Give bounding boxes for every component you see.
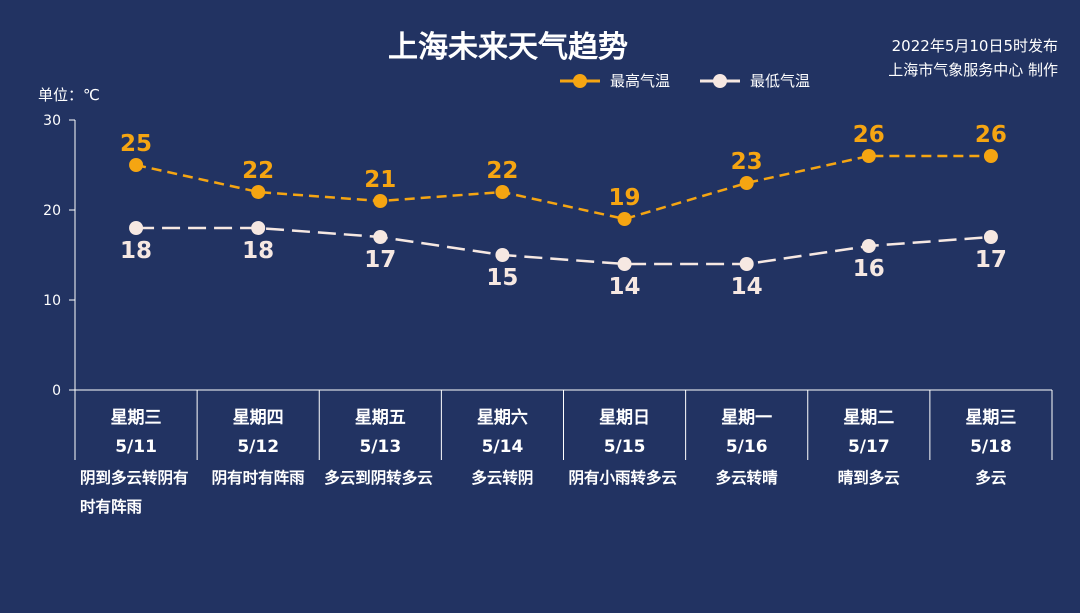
- weather-text: 阴有小雨转多云: [568, 469, 678, 487]
- data-point-low: [495, 248, 510, 262]
- legend-high: 最高气温: [560, 70, 670, 91]
- data-label-low: 16: [853, 256, 885, 282]
- x-date-label: 5/13: [359, 437, 401, 457]
- weather-text: 晴到多云: [837, 469, 900, 487]
- x-day-label: 星期三: [111, 408, 162, 428]
- y-tick-label: 10: [43, 293, 61, 309]
- x-day-label: 星期二: [843, 408, 894, 428]
- data-point-high: [251, 185, 266, 199]
- issuer: 上海市气象服务中心 制作: [888, 61, 1058, 79]
- data-point-low: [983, 230, 998, 244]
- unit-label: 单位：℃: [38, 86, 100, 104]
- issue-info: 2022年5月10日5时发布 上海市气象服务中心 制作: [888, 34, 1058, 82]
- x-date-label: 5/16: [726, 437, 768, 457]
- x-day-label: 星期三: [965, 408, 1016, 428]
- data-point-low: [251, 221, 266, 235]
- data-label-low: 18: [242, 238, 274, 264]
- data-point-low: [617, 257, 632, 271]
- legend-low-label: 最低气温: [750, 72, 811, 90]
- data-point-high: [495, 185, 510, 199]
- y-tick-label: 30: [43, 113, 61, 129]
- data-label-low: 14: [609, 274, 641, 300]
- data-label-low: 18: [120, 238, 152, 264]
- data-point-low: [373, 230, 388, 244]
- data-label-high: 26: [975, 122, 1007, 148]
- data-label-low: 15: [486, 265, 518, 291]
- legend: 最高气温 最低气温: [560, 70, 810, 91]
- data-point-high: [739, 176, 754, 190]
- x-date-label: 5/11: [115, 437, 157, 457]
- legend-low: 最低气温: [700, 70, 810, 91]
- x-day-label: 星期日: [599, 408, 650, 428]
- data-point-low: [739, 257, 754, 271]
- chart-title: 上海未来天气趋势: [388, 30, 628, 65]
- x-date-label: 5/17: [848, 437, 890, 457]
- legend-low-swatch: [700, 73, 741, 88]
- data-point-high: [129, 158, 144, 172]
- x-date-label: 5/18: [970, 437, 1012, 457]
- x-date-label: 5/15: [604, 437, 646, 457]
- data-label-low: 17: [364, 247, 396, 273]
- x-day-label: 星期六: [477, 407, 528, 428]
- x-day-label: 星期四: [233, 408, 284, 428]
- weather-text: 多云转阴: [471, 469, 534, 487]
- weather-text: 阴到多云转阴有时有阵雨: [80, 469, 189, 516]
- data-point-high: [861, 149, 876, 163]
- issue-time: 2022年5月10日5时发布: [891, 37, 1058, 55]
- weather-text: 阴有时有阵雨: [211, 469, 305, 487]
- x-date-label: 5/12: [237, 437, 279, 457]
- legend-high-swatch: [560, 73, 600, 88]
- data-point-high: [617, 212, 632, 226]
- x-day-label: 星期一: [721, 408, 772, 428]
- x-day-label: 星期五: [355, 408, 406, 428]
- data-label-high: 22: [486, 158, 518, 184]
- series-line-high: [135, 154, 991, 221]
- data-label-high: 25: [120, 131, 152, 157]
- weather-text: 多云转晴: [715, 469, 778, 487]
- data-label-low: 17: [975, 247, 1007, 273]
- data-label-high: 23: [731, 149, 763, 175]
- y-tick-label: 20: [43, 203, 61, 219]
- data-label-low: 14: [731, 274, 763, 300]
- y-tick-label: 0: [52, 383, 61, 399]
- legend-high-label: 最高气温: [610, 72, 671, 90]
- weather-text: 多云: [975, 469, 1007, 487]
- data-point-low: [129, 221, 144, 235]
- data-label-high: 22: [242, 158, 274, 184]
- data-point-low: [861, 239, 876, 253]
- data-label-high: 21: [364, 167, 396, 193]
- weather-text: 多云到阴转多云: [324, 469, 433, 487]
- data-label-high: 26: [853, 122, 885, 148]
- data-point-high: [373, 194, 388, 208]
- data-label-high: 19: [609, 185, 641, 211]
- series-line-low: [136, 226, 992, 266]
- x-date-label: 5/14: [482, 437, 524, 457]
- data-point-high: [983, 149, 998, 163]
